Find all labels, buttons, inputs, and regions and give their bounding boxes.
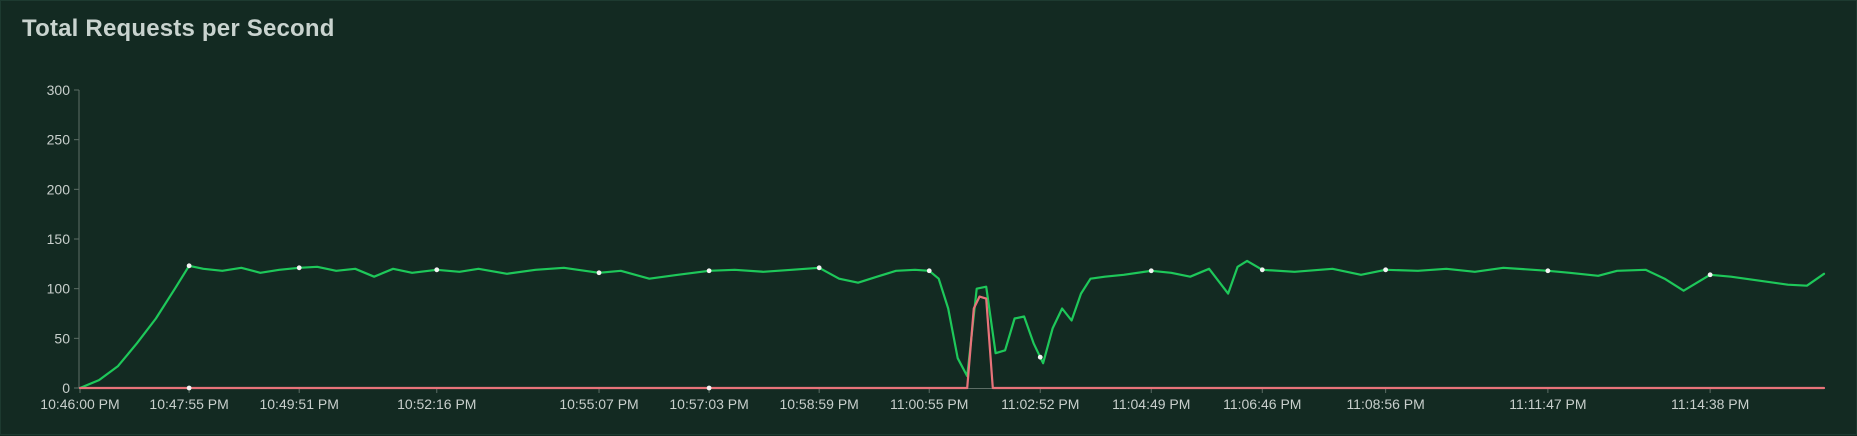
x-tick-label: 11:02:52 PM: [1001, 396, 1079, 412]
x-tick-label: 11:06:46 PM: [1223, 396, 1301, 412]
x-tick-label: 11:14:38 PM: [1671, 396, 1749, 412]
x-tick-label: 11:08:56 PM: [1346, 396, 1424, 412]
series-0-point-marker: [1259, 267, 1265, 273]
x-tick-label: 11:00:55 PM: [890, 396, 968, 412]
series-0-point-marker: [434, 267, 440, 273]
y-tick-label: 50: [54, 330, 70, 346]
series-0-point-marker: [296, 265, 302, 271]
y-tick-label: 250: [47, 132, 71, 148]
series-0-point-marker: [1148, 268, 1154, 274]
series-0-point-marker: [1545, 268, 1551, 274]
x-tick-label: 10:52:16 PM: [397, 396, 476, 412]
y-tick-label: 300: [47, 82, 71, 98]
x-axis: 10:46:00 PM 10:47:55 PM 10:49:51 PM 10:52:1…: [40, 388, 1824, 412]
series-layer: [78, 259, 1826, 391]
series-0-point-marker: [1707, 272, 1713, 278]
series-0-point-marker: [926, 268, 932, 274]
series-0-point-marker: [186, 263, 192, 269]
x-tick-label: 10:55:07 PM: [559, 396, 638, 412]
x-tick-label: 10:46:00 PM: [40, 396, 119, 412]
y-axis: 0 50 100 150 200 250 300: [47, 82, 80, 396]
x-tick-label: 11:11:47 PM: [1509, 396, 1586, 412]
series-0-point-marker: [706, 268, 712, 274]
y-tick-label: 100: [47, 281, 71, 297]
series-1-point-marker: [186, 385, 192, 391]
y-tick-label: 150: [47, 231, 71, 247]
y-tick-label: 200: [47, 181, 71, 197]
y-tick-label: 0: [62, 380, 70, 396]
series-0-point-marker: [596, 270, 602, 276]
x-tick-label: 10:57:03 PM: [669, 396, 748, 412]
x-tick-label: 11:04:49 PM: [1112, 396, 1190, 412]
series-1-point-marker: [706, 385, 712, 391]
x-tick-label: 10:47:55 PM: [149, 396, 228, 412]
series-line-0: [78, 259, 1826, 390]
series-0-point-marker: [1383, 267, 1389, 273]
x-tick-label: 10:58:59 PM: [779, 396, 858, 412]
series-0-point-marker: [816, 265, 822, 271]
series-line-1: [78, 295, 1826, 390]
x-tick-label: 10:49:51 PM: [259, 396, 338, 412]
chart-title: Total Requests per Second: [22, 15, 335, 42]
series-0-point-marker: [1037, 354, 1043, 360]
